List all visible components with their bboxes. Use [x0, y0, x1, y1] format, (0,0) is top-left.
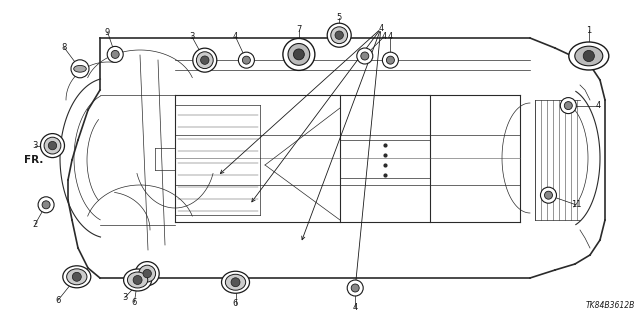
Circle shape [44, 137, 61, 154]
Circle shape [72, 272, 81, 281]
Circle shape [107, 46, 123, 62]
Ellipse shape [63, 266, 91, 288]
Circle shape [583, 51, 595, 62]
Text: 6: 6 [55, 296, 60, 305]
Circle shape [335, 31, 344, 39]
Circle shape [288, 44, 310, 65]
Circle shape [48, 141, 57, 150]
Text: 7: 7 [296, 25, 301, 34]
Circle shape [283, 38, 315, 70]
Circle shape [540, 187, 557, 203]
Circle shape [383, 52, 398, 68]
Circle shape [38, 197, 54, 213]
Circle shape [564, 102, 572, 110]
Text: 3: 3 [189, 32, 195, 41]
Ellipse shape [575, 46, 603, 66]
Circle shape [143, 269, 152, 278]
Circle shape [71, 60, 89, 78]
Text: 6: 6 [233, 300, 238, 308]
Text: 9: 9 [105, 28, 110, 36]
Text: 4: 4 [353, 303, 358, 312]
Circle shape [357, 48, 372, 64]
Circle shape [561, 98, 577, 114]
Text: 4: 4 [381, 32, 387, 41]
Circle shape [331, 27, 348, 44]
Text: 6: 6 [132, 298, 137, 307]
Text: 8: 8 [61, 43, 67, 52]
Text: 4: 4 [388, 32, 393, 41]
Ellipse shape [67, 269, 87, 285]
Ellipse shape [127, 272, 148, 288]
Text: 3: 3 [33, 141, 38, 150]
Circle shape [200, 56, 209, 64]
Circle shape [238, 52, 255, 68]
Text: 4: 4 [233, 32, 238, 41]
Circle shape [387, 56, 394, 64]
Circle shape [40, 134, 65, 158]
Text: 2: 2 [33, 220, 38, 228]
Circle shape [361, 52, 369, 60]
Ellipse shape [74, 65, 86, 72]
Circle shape [327, 23, 351, 47]
Text: 1: 1 [586, 26, 591, 35]
Text: TK84B3612B: TK84B3612B [586, 301, 635, 310]
Circle shape [193, 48, 217, 72]
Circle shape [111, 51, 119, 59]
Text: 4: 4 [596, 101, 601, 110]
Text: 3: 3 [122, 293, 127, 302]
Circle shape [196, 52, 213, 68]
Circle shape [42, 201, 50, 209]
Ellipse shape [221, 271, 250, 293]
Circle shape [139, 265, 156, 282]
Circle shape [135, 262, 159, 286]
Ellipse shape [124, 269, 152, 291]
Circle shape [545, 191, 552, 199]
Ellipse shape [569, 42, 609, 70]
Text: FR.: FR. [24, 155, 44, 165]
Text: 11: 11 [571, 200, 581, 209]
Text: 5: 5 [337, 13, 342, 22]
Circle shape [293, 49, 305, 60]
Circle shape [133, 276, 142, 284]
Circle shape [231, 278, 240, 287]
Circle shape [243, 56, 250, 64]
Circle shape [351, 284, 359, 292]
Text: 4: 4 [378, 24, 383, 33]
Circle shape [348, 280, 364, 296]
Ellipse shape [225, 274, 246, 290]
